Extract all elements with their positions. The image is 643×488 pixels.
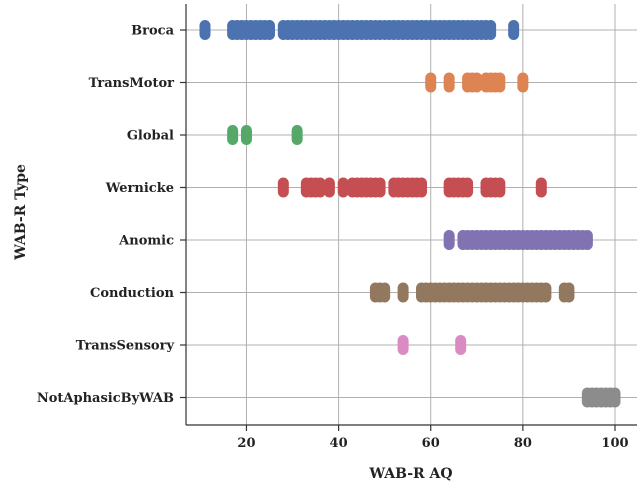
x-tick-label-80: 80 xyxy=(514,436,532,451)
point-global-2 xyxy=(291,125,303,145)
point-global-0 xyxy=(227,125,239,145)
point-wernicke-29 xyxy=(494,177,506,198)
point-wernicke-13 xyxy=(374,177,386,198)
y-tick-label-notaphasicbywab: NotAphasicByWAB xyxy=(37,391,174,406)
series-broca xyxy=(199,20,520,40)
point-conduction-2 xyxy=(379,282,391,303)
series-transmotor xyxy=(425,72,529,93)
point-transmotor-0 xyxy=(425,72,437,93)
y-tick-label-transsensory: TransSensory xyxy=(76,339,175,354)
point-global-1 xyxy=(240,125,252,145)
point-anomic-28 xyxy=(581,230,593,250)
x-tick-label-100: 100 xyxy=(601,436,628,451)
series-conduction xyxy=(369,282,575,303)
y-tick-labels: Broca TransMotor Global Wernicke Anomic Condu… xyxy=(37,24,175,407)
x-axis-title: WAB-R AQ xyxy=(368,466,452,482)
point-wernicke-6 xyxy=(337,177,349,198)
y-tick-label-conduction: Conduction xyxy=(90,286,175,301)
point-wernicke-30 xyxy=(535,177,547,198)
point-wernicke-4 xyxy=(314,177,326,198)
y-tick-label-wernicke: Wernicke xyxy=(105,181,174,196)
point-conduction-31 xyxy=(540,282,552,303)
point-transmotor-8 xyxy=(494,72,506,93)
point-anomic-0 xyxy=(443,230,455,250)
point-broca-55 xyxy=(485,20,497,40)
y-tick-label-transmotor: TransMotor xyxy=(89,76,175,91)
y-tick-label-global: Global xyxy=(127,129,174,144)
point-wernicke-0 xyxy=(277,177,289,198)
point-transmotor-1 xyxy=(443,72,455,93)
x-tick-label-60: 60 xyxy=(422,436,440,451)
point-conduction-3 xyxy=(397,282,409,303)
point-broca-9 xyxy=(263,20,275,40)
y-axis-title: WAB-R Type xyxy=(13,164,29,261)
point-wernicke-20 xyxy=(416,177,428,198)
point-transmotor-9 xyxy=(517,72,529,93)
point-notaphasicbywab-6 xyxy=(609,387,621,408)
point-broca-0 xyxy=(199,20,211,40)
point-transsensory-1 xyxy=(455,335,467,355)
point-wernicke-5 xyxy=(323,177,335,198)
axes xyxy=(180,4,637,431)
series-global xyxy=(227,125,303,145)
x-tick-labels: 20 40 60 80 100 xyxy=(237,436,628,451)
point-transsensory-0 xyxy=(397,335,409,355)
y-tick-label-anomic: Anomic xyxy=(118,234,174,249)
x-tick-label-20: 20 xyxy=(237,436,255,451)
point-broca-56 xyxy=(508,20,520,40)
series-wernicke xyxy=(277,177,547,198)
data-points xyxy=(199,20,621,408)
point-transmotor-4 xyxy=(471,72,483,93)
grid xyxy=(186,4,637,425)
series-anomic xyxy=(443,230,593,250)
x-tick-label-40: 40 xyxy=(330,436,348,451)
point-wernicke-25 xyxy=(462,177,474,198)
y-tick-label-broca: Broca xyxy=(131,24,174,39)
point-conduction-33 xyxy=(563,282,575,303)
series-notaphasicbywab xyxy=(581,387,621,408)
series-transsensory xyxy=(397,335,467,355)
